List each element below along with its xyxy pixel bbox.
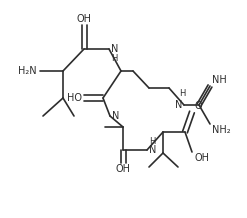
- Text: H₂N: H₂N: [18, 66, 37, 76]
- Text: OH: OH: [194, 153, 209, 163]
- Text: NH: NH: [212, 75, 227, 85]
- Text: N: N: [111, 44, 118, 54]
- Text: N: N: [175, 100, 182, 110]
- Text: OH: OH: [77, 14, 91, 24]
- Text: H: H: [111, 53, 117, 63]
- Text: NH₂: NH₂: [212, 125, 231, 135]
- Text: H: H: [179, 89, 185, 98]
- Text: O: O: [194, 101, 202, 111]
- Text: OH: OH: [116, 164, 130, 174]
- Text: HO: HO: [67, 93, 82, 103]
- Text: N: N: [112, 111, 119, 121]
- Text: H: H: [149, 136, 155, 145]
- Text: N: N: [149, 145, 156, 155]
